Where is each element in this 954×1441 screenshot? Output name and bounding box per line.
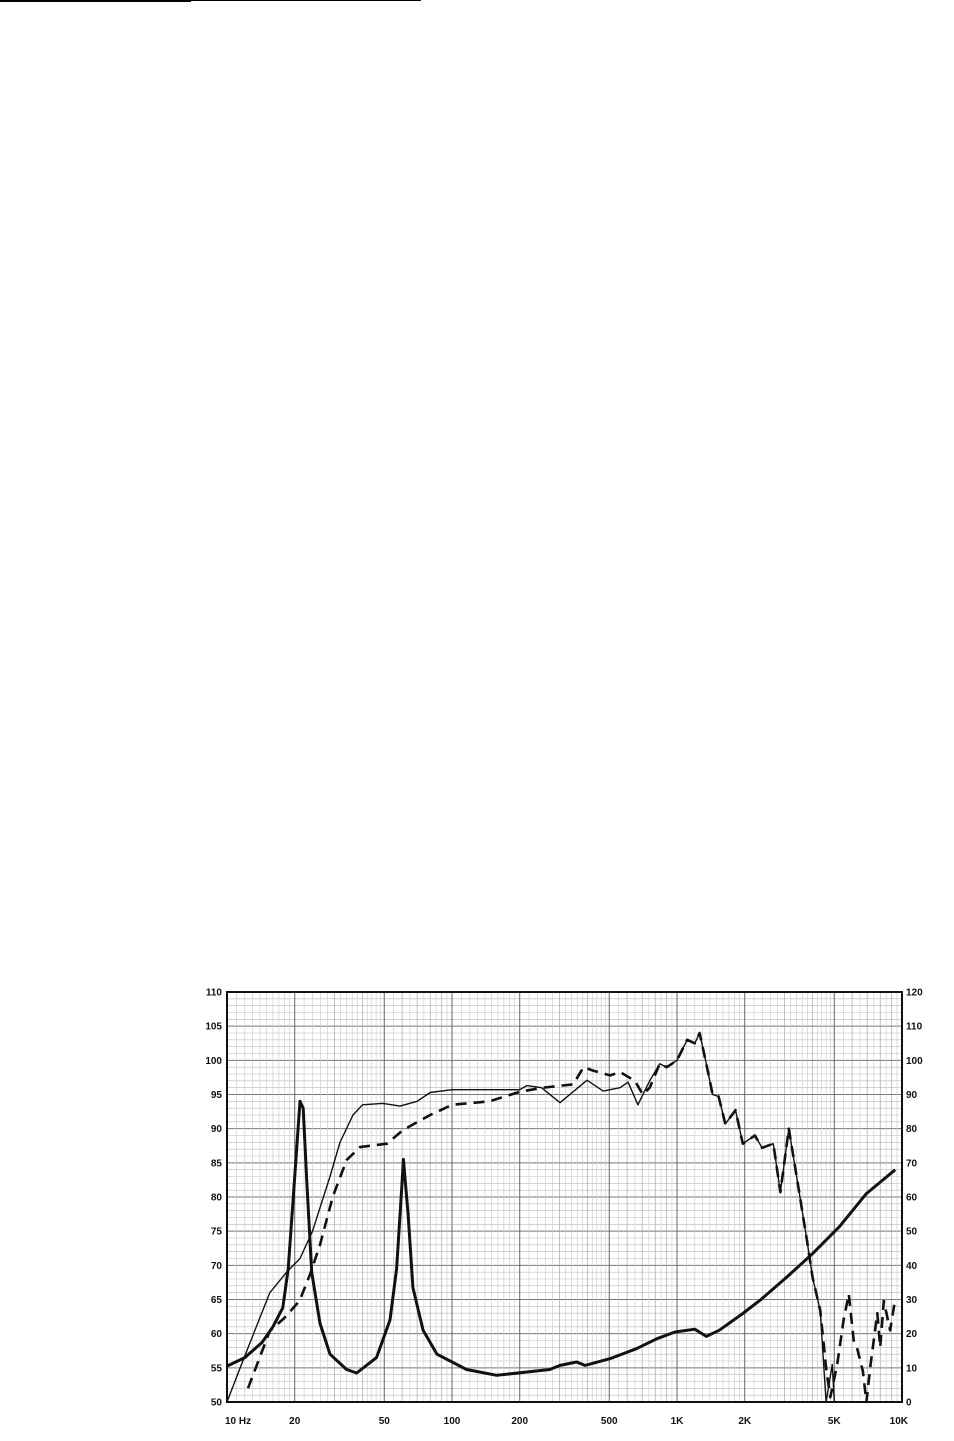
tick-labels: 50 55 60 65 70 75 80 85 90 95 100 105 110 0 10 20 30 40 50…: [205, 988, 923, 1428]
x-tick-label: 5K: [828, 1416, 842, 1427]
x-tick-label: 2K: [738, 1416, 752, 1427]
y-left-tick-label: 70: [211, 1261, 223, 1272]
x-tick-label: 500: [601, 1416, 618, 1427]
y-left-tick-label: 90: [211, 1124, 223, 1135]
y-right-tick-label: 110: [906, 1022, 923, 1033]
y-left-tick-label: 85: [211, 1158, 223, 1169]
header-rule-thick: [0, 0, 191, 2]
x-tick-label: 10 Hz: [225, 1416, 251, 1427]
y-right-tick-label: 50: [906, 1227, 918, 1238]
x-tick-label: 50: [379, 1416, 391, 1427]
plot-frame: [226, 991, 903, 1403]
y-left-tick-label: 80: [211, 1193, 223, 1204]
y-right-tick-label: 80: [906, 1124, 918, 1135]
y-right-tick-label: 30: [906, 1295, 918, 1306]
series-dashed: [246, 1031, 897, 1404]
header-rule-thin: [191, 0, 421, 1]
series-thick-solid: [226, 1099, 897, 1377]
y-right-tick-label: 10: [906, 1363, 918, 1374]
y-left-tick-label: 75: [211, 1227, 223, 1238]
x-tick-label: 1K: [671, 1416, 685, 1427]
y-right-tick-label: 0: [906, 1398, 912, 1409]
y-left-tick-label: 50: [211, 1398, 223, 1409]
y-right-tick-label: 120: [906, 988, 923, 999]
y-right-tick-label: 20: [906, 1329, 918, 1340]
x-tick-label: 100: [444, 1416, 461, 1427]
grid: [227, 992, 902, 1402]
y-left-tick-label: 105: [205, 1022, 222, 1033]
y-left-tick-label: 95: [211, 1090, 223, 1101]
y-left-tick-label: 110: [206, 988, 223, 999]
y-right-tick-label: 70: [906, 1158, 918, 1169]
y-right-tick-label: 60: [906, 1193, 918, 1204]
x-tick-label: 200: [511, 1416, 528, 1427]
series-group: [226, 1031, 902, 1404]
x-tick-label: 10K: [890, 1416, 909, 1427]
y-left-tick-label: 55: [211, 1363, 223, 1374]
x-tick-label: 20: [289, 1416, 301, 1427]
y-left-tick-label: 60: [211, 1329, 223, 1340]
y-right-tick-label: 40: [906, 1261, 918, 1272]
y-left-tick-label: 100: [205, 1056, 222, 1067]
y-right-tick-label: 100: [906, 1056, 923, 1067]
y-right-tick-label: 90: [906, 1090, 918, 1101]
y-left-tick-label: 65: [211, 1295, 223, 1306]
